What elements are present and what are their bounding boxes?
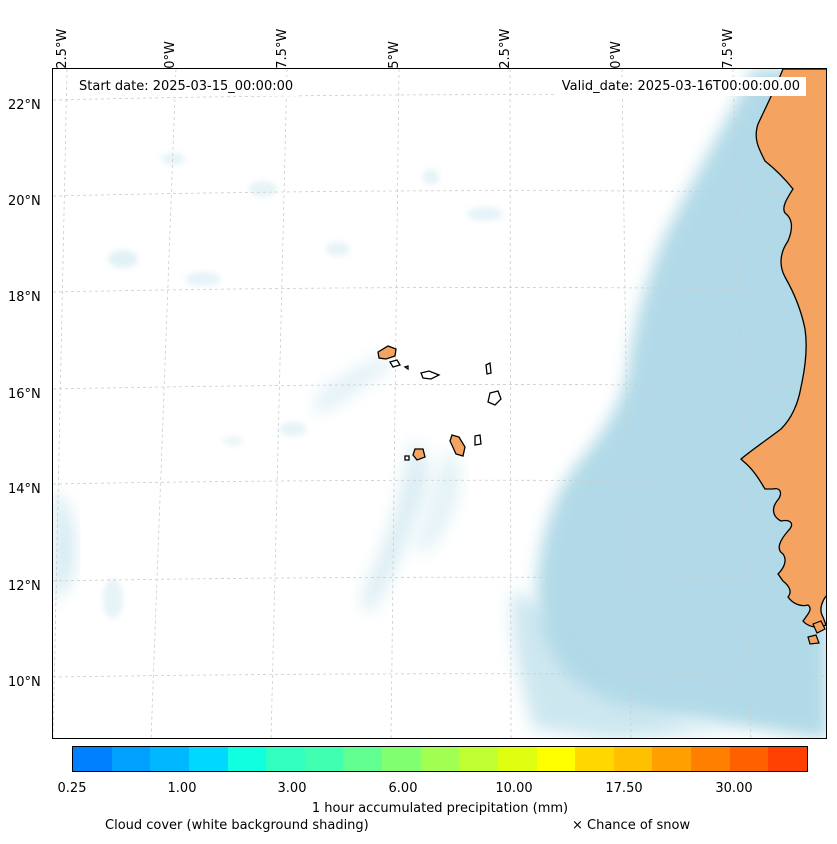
colorbar-segment	[652, 747, 691, 771]
colorbar-segment	[536, 747, 576, 771]
colorbar-segment	[188, 747, 228, 771]
colorbar-tick: 10.00	[495, 781, 533, 796]
cloud-patch-west	[53, 489, 76, 599]
map-canvas	[53, 69, 826, 738]
island-sao-nicolau	[420, 370, 441, 380]
lat-label: 14°N	[8, 482, 41, 497]
colorbar-segment	[497, 747, 537, 771]
island-santa-luzia	[403, 365, 409, 371]
cloud-streak-north	[314, 354, 392, 414]
colorbar-segment	[304, 747, 344, 771]
bijagos-island	[812, 620, 826, 634]
colorbar-tick: 6.00	[388, 781, 418, 796]
lat-label: 22°N	[8, 98, 41, 113]
colorbar-tick: 17.50	[605, 781, 643, 796]
colorbar-tick: 0.25	[57, 781, 87, 796]
lat-label: 10°N	[8, 675, 41, 690]
cloud-blob	[108, 250, 138, 268]
cloud-cover-legend: Cloud cover (white background shading)	[105, 818, 369, 833]
lat-label: 20°N	[8, 194, 41, 209]
lat-label: 16°N	[8, 387, 41, 402]
cloud-blob	[279, 422, 307, 436]
cloud-band-south	[512, 589, 753, 738]
start-date-box: Start date: 2025-03-15_00:00:00	[73, 77, 300, 96]
lat-label: 18°N	[8, 290, 41, 305]
colorbar-segment	[691, 747, 730, 771]
colorbar-segment	[420, 747, 460, 771]
island-sal	[485, 361, 492, 375]
colorbar-segment	[613, 747, 653, 771]
snow-legend: × Chance of snow	[572, 818, 691, 833]
colorbar-segment	[266, 747, 305, 771]
colorbar-segment	[227, 747, 267, 771]
colorbar-segment	[768, 747, 807, 771]
land-africa	[740, 69, 826, 645]
cloud-blob	[326, 242, 350, 256]
graticule	[53, 69, 826, 738]
colorbar-segment	[382, 747, 421, 771]
cloud-band-east	[536, 69, 826, 738]
valid-date-box: Valid_date: 2025-03-16T00:00:00.00	[555, 77, 806, 96]
colorbar-segment	[459, 747, 498, 771]
colorbar-segment	[73, 747, 112, 771]
colorbar-segment	[150, 747, 189, 771]
island-santiago	[449, 434, 466, 457]
island-brava	[404, 455, 410, 461]
map-panel[interactable]: Start date: 2025-03-15_00:00:00 Valid_da…	[52, 68, 827, 739]
cloud-blob	[249, 181, 277, 197]
island-santo-antao	[377, 345, 397, 360]
lat-label: 12°N	[8, 579, 41, 594]
precipitation-colorbar	[72, 746, 808, 772]
island-fogo	[412, 448, 426, 461]
colorbar-segment	[575, 747, 614, 771]
colorbar-tick: 1.00	[167, 781, 197, 796]
cloud-blob	[103, 579, 123, 619]
colorbar-segment	[729, 747, 769, 771]
cloud-shading	[53, 69, 826, 738]
cape-verde-islands	[377, 345, 502, 461]
island-sao-vicente	[389, 359, 401, 368]
colorbar-label: 1 hour accumulated precipitation (mm)	[311, 801, 569, 816]
cloud-blob	[467, 207, 503, 221]
colorbar-segment	[111, 747, 151, 771]
african-coast	[740, 69, 826, 628]
island-maio	[474, 434, 482, 446]
cloud-streak-islands-2	[415, 449, 461, 553]
bijagos-island	[807, 634, 820, 645]
colorbar-tick: 3.00	[277, 781, 307, 796]
cloud-blob	[185, 272, 221, 286]
island-boa-vista	[487, 390, 502, 406]
cloud-streak-islands	[362, 439, 429, 611]
colorbar-tick: 30.00	[715, 781, 753, 796]
colorbar-segment	[343, 747, 382, 771]
cloud-blob	[423, 169, 439, 185]
cloud-blob	[223, 436, 243, 446]
